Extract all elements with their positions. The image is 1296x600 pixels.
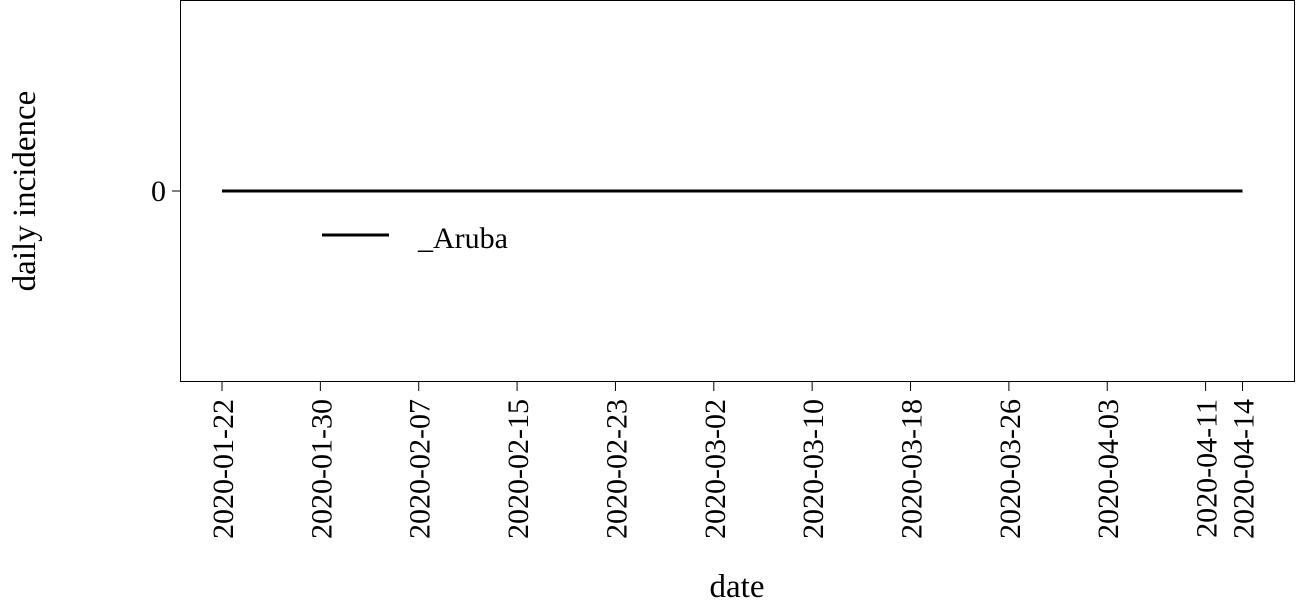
x-axis-label: date bbox=[710, 569, 765, 600]
x-tick-label: 2020-01-22 bbox=[207, 399, 240, 539]
legend-label: _Aruba bbox=[417, 222, 508, 255]
x-tick-label: 2020-03-18 bbox=[896, 399, 929, 539]
y-tick-label: 0 bbox=[151, 175, 166, 208]
x-tick-label: 2020-02-15 bbox=[502, 399, 535, 539]
x-tick-label: 2020-04-14 bbox=[1227, 399, 1260, 539]
legend: _Aruba bbox=[322, 222, 508, 255]
x-axis-ticks: 2020-01-22 2020-01-30 2020-02-07 2020-02-15… bbox=[207, 382, 1260, 539]
x-tick-label: 2020-03-26 bbox=[994, 399, 1027, 539]
plot-frame bbox=[180, 0, 1295, 382]
x-tick-label: 2020-01-30 bbox=[305, 399, 338, 539]
x-tick-label: 2020-04-03 bbox=[1092, 399, 1125, 539]
x-tick-label: 2020-02-23 bbox=[600, 399, 633, 539]
y-axis-ticks: 0 bbox=[151, 175, 180, 208]
x-tick-label: 2020-03-02 bbox=[699, 399, 732, 539]
x-tick-label: 2020-02-07 bbox=[404, 399, 437, 539]
x-tick-label: 2020-04-11 bbox=[1191, 399, 1224, 538]
x-tick-label: 2020-03-10 bbox=[797, 399, 830, 539]
y-axis-label: daily incidence bbox=[7, 91, 43, 292]
